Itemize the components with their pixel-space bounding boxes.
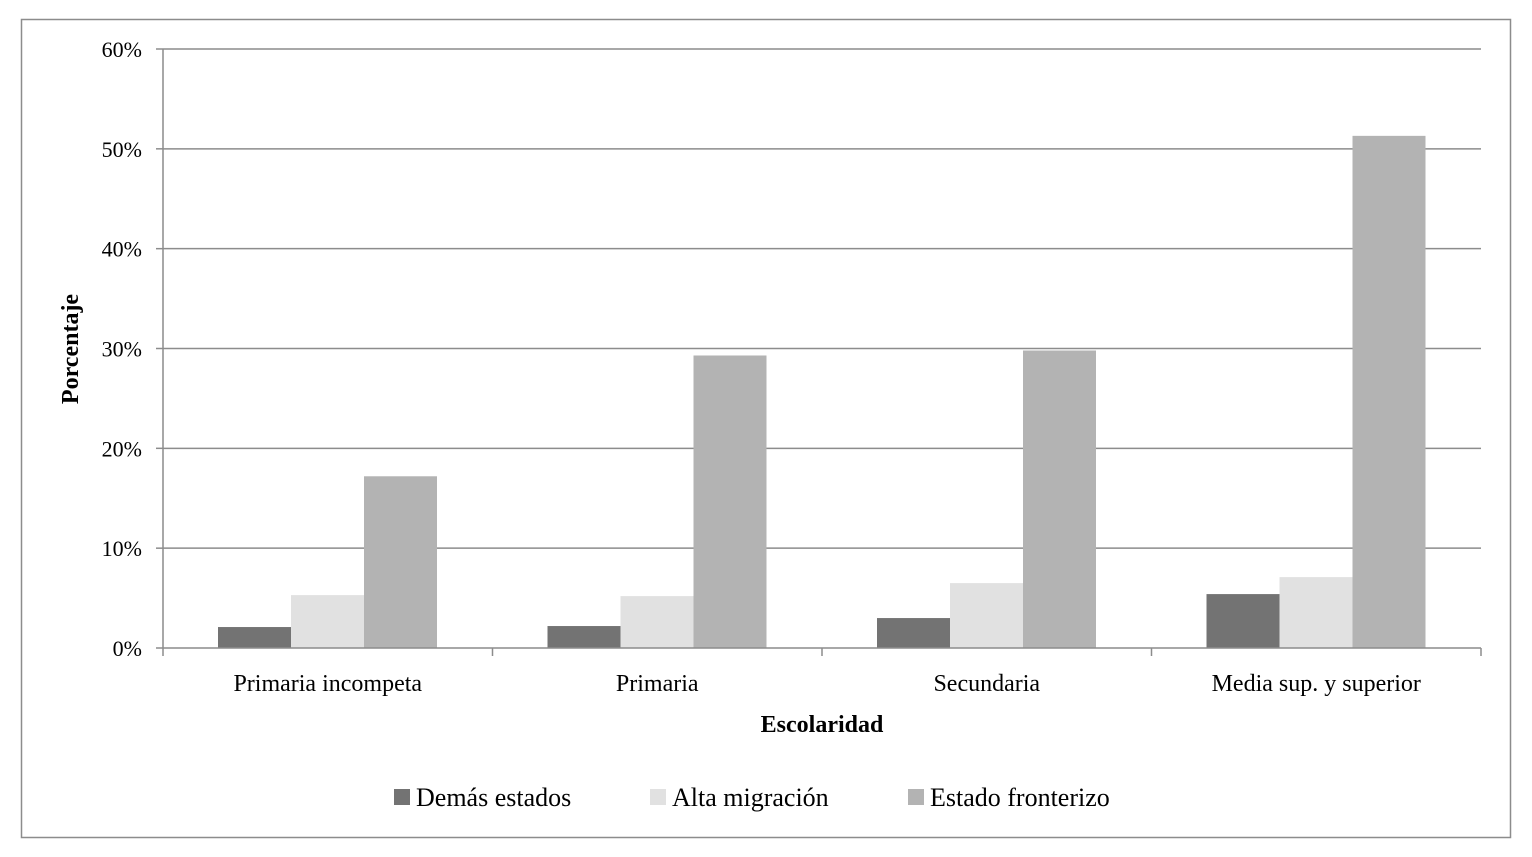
x-tick-label: Secundaria bbox=[933, 671, 1040, 697]
y-tick-label: 10% bbox=[102, 536, 142, 561]
x-tick-label: Media sup. y superior bbox=[1212, 671, 1421, 697]
bar bbox=[693, 355, 767, 648]
x-axis-label: Escolaridad bbox=[761, 712, 884, 738]
bar bbox=[547, 626, 621, 648]
bar bbox=[950, 583, 1023, 648]
bar bbox=[1279, 577, 1353, 648]
legend-item: Alta migración bbox=[650, 783, 829, 812]
bar bbox=[291, 595, 364, 648]
legend-label: Demás estados bbox=[416, 783, 571, 812]
legend: Demás estados Alta migración Estado fronte… bbox=[394, 783, 1110, 812]
legend-label: Alta migración bbox=[672, 783, 829, 812]
legend-swatch bbox=[650, 789, 666, 805]
bar bbox=[1352, 135, 1426, 649]
y-axis-label: Porcentaje bbox=[58, 294, 84, 405]
y-tick-label: 50% bbox=[102, 137, 142, 162]
y-tick-label: 40% bbox=[102, 237, 142, 262]
x-tick-label: Primaria bbox=[616, 671, 699, 697]
bar bbox=[620, 596, 694, 648]
bar bbox=[218, 627, 291, 648]
legend-swatch bbox=[908, 789, 924, 805]
x-tick-labels: Primaria incompeta Primaria Secundaria Medi… bbox=[233, 671, 1420, 697]
y-tick-label: 20% bbox=[102, 436, 142, 461]
bars bbox=[218, 135, 1426, 649]
y-tick-labels: 0% 10% 20% 30% 40% 50% 60% bbox=[102, 37, 142, 661]
bar bbox=[1206, 594, 1280, 648]
y-tick-label: 30% bbox=[102, 337, 142, 362]
axes bbox=[156, 48, 1482, 656]
y-tick-label: 0% bbox=[113, 636, 142, 661]
bar bbox=[877, 618, 950, 648]
x-tick-label: Primaria incompeta bbox=[233, 671, 422, 697]
legend-swatch bbox=[394, 789, 410, 805]
y-tick-label: 60% bbox=[102, 37, 142, 62]
legend-item: Estado fronterizo bbox=[908, 783, 1110, 812]
legend-label: Estado fronterizo bbox=[930, 783, 1110, 812]
bar bbox=[1023, 350, 1096, 648]
legend-item: Demás estados bbox=[394, 783, 571, 812]
bar bbox=[364, 476, 437, 648]
